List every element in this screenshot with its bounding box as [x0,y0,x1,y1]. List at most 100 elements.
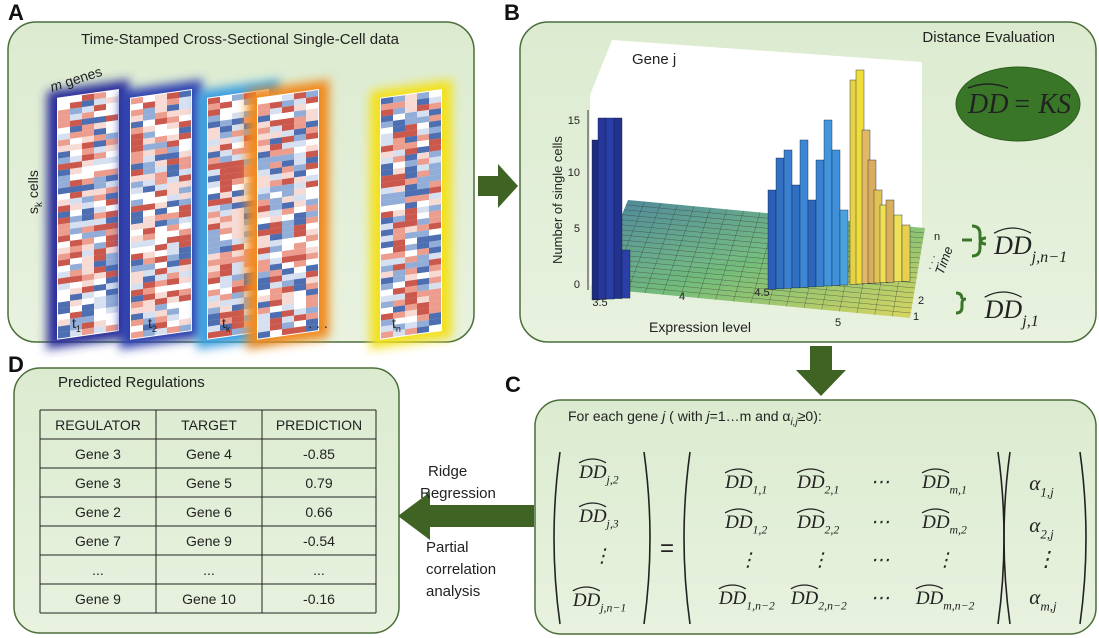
heatmap-cell [381,192,393,201]
method-label: Regression [420,485,496,502]
heatmap-cell [143,245,155,253]
heatmap-cell [417,253,429,262]
heatmap-cell [258,330,270,339]
panel-title: Predicted Regulations [58,374,205,391]
heatmap-cell [381,228,393,237]
heatmap-cell [94,145,106,154]
heatmap-cell [393,245,405,253]
heatmap-cell [131,324,143,333]
heatmap-cell [270,161,282,169]
heatmap-cell [220,167,232,175]
heatmap-cell [405,111,417,120]
heatmap-cell [58,252,70,261]
heatmap-cell [232,129,244,138]
heatmap-cell [94,241,106,250]
heatmap-cell [143,215,155,223]
heatmap-cell [94,271,106,280]
heatmap-cell [381,126,393,135]
heatmap-cell [167,181,179,190]
heatmap-cell [405,195,417,204]
heatmap-cell [381,162,393,171]
heatmap-cell [131,180,143,189]
heatmap-cell [131,174,143,183]
heatmap-cell [429,324,441,332]
alpha-entry: αm,j [1029,585,1057,613]
heatmap-cell [258,222,270,231]
heatmap-cell [131,222,143,231]
heatmap-cell [306,222,318,230]
heatmap-cell [381,306,393,315]
heatmap-cell [94,151,106,160]
heatmap-cell [429,132,441,140]
heatmap-cell [306,324,318,332]
heatmap-cell [106,318,118,326]
heatmap-cell [131,168,143,177]
heatmap-cell [220,149,232,157]
heatmap-cell [143,155,155,163]
distance-label: DDj,1 [984,295,1039,330]
heatmap-cell [179,144,191,152]
heatmap-cell [258,288,270,297]
heatmap-cell [220,317,232,325]
heatmap-cell [82,225,94,234]
heatmap-cell [381,204,393,213]
heatmap-cell [58,300,70,309]
heatmap-cell [294,163,306,172]
hat [915,584,944,590]
heatmap-cell [270,293,282,301]
heatmap-cell [393,269,405,277]
heatmap-cell [82,297,94,306]
heatmap-cell [106,222,118,230]
heatmap-cell [82,135,94,144]
heatmap-cell [417,91,429,100]
math-sub: j,n−1 [598,602,626,615]
heatmap-cell [70,209,82,217]
heatmap-cell [417,109,429,118]
heatmap-cell [167,115,179,124]
matrix-entry: ⋯ [871,512,890,533]
heatmap-cell [70,119,82,127]
heatmap-cell [106,312,118,320]
heatmap-cell [131,198,143,207]
heatmap-cell [417,151,429,160]
histogram-3d [587,40,925,318]
heatmap-cell [167,229,179,238]
heatmap-cell [155,327,167,336]
hat [984,291,1022,298]
heatmap-cell [417,313,429,322]
heatmap-cell [179,318,191,326]
heatmap-cell [417,115,429,124]
math-sub: j,2 [605,474,619,487]
heatmap-cell [208,312,220,321]
heatmap-cell [167,265,179,274]
matrix-entry: DDm,1 [921,472,967,497]
heatmap-cell [258,306,270,315]
heatmap-cell [306,318,318,326]
heatmap-cell [393,275,405,283]
heatmap-cell [179,222,191,230]
heatmap-cell [381,174,393,183]
heatmap-cell [294,295,306,304]
heatmap-cell [70,167,82,175]
heatmap-cell [208,180,220,189]
heatmap-cell [282,183,294,192]
heatmap-cell [94,115,106,124]
math-base: DD [796,472,825,493]
heatmap-cell [306,288,318,296]
heatmap-cell [58,210,70,219]
heatmap-cell [393,107,405,115]
heatmap-cell [143,311,155,319]
heatmap-cell [167,307,179,316]
heatmap-cell [270,281,282,289]
heatmap-cell [208,282,220,291]
heatmap-cell [208,120,220,129]
heatmap-cell [417,229,429,238]
heatmap [370,79,452,350]
heatmap-cell [94,223,106,232]
heatmap-cell [294,169,306,178]
heatmap-cell [94,301,106,310]
heatmap-cell [106,246,118,254]
heatmap-cell [131,132,143,141]
heatmap-cell [429,246,441,254]
math-sub: 2,2 [825,524,840,537]
